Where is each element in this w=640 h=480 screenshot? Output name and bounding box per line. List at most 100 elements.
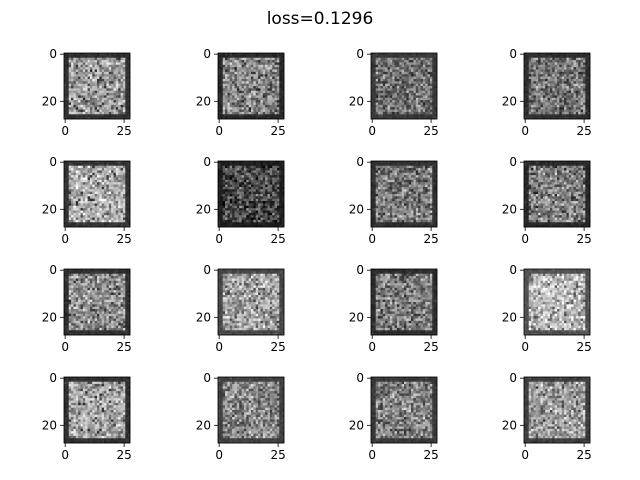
axes-frame <box>523 160 591 228</box>
y-tick-label: 0 <box>509 371 517 385</box>
generated-sample-image <box>371 269 438 336</box>
axes-frame <box>63 376 131 444</box>
generated-sample-image <box>524 377 591 444</box>
image-panel: 0 25 0 20 <box>196 155 286 246</box>
y-tick-label: 20 <box>196 202 211 216</box>
x-tick-label: 25 <box>423 340 438 354</box>
x-tick-label: 25 <box>576 124 591 138</box>
generated-sample-image <box>64 53 131 120</box>
axes-frame <box>63 160 131 228</box>
y-tick-label: 20 <box>42 418 57 432</box>
x-tick-label: 25 <box>116 340 131 354</box>
image-panel: 0 25 0 20 <box>349 371 439 462</box>
axes-frame <box>370 160 438 228</box>
y-tick-label: 20 <box>196 310 211 324</box>
x-tick-label: 25 <box>270 124 285 138</box>
y-tick-label: 0 <box>356 47 364 61</box>
x-tick-label: 25 <box>423 448 438 462</box>
y-tick-label: 20 <box>502 310 517 324</box>
y-tick-label: 20 <box>42 310 57 324</box>
image-panel: 0 25 0 20 <box>349 263 439 354</box>
axes-frame <box>523 52 591 120</box>
image-panel: 0 25 0 20 <box>502 263 592 354</box>
x-tick-label: 0 <box>215 448 223 462</box>
x-tick-label: 0 <box>368 124 376 138</box>
y-tick-label: 20 <box>502 202 517 216</box>
x-tick-label: 25 <box>576 340 591 354</box>
axes-frame <box>370 52 438 120</box>
x-tick-label: 0 <box>521 124 529 138</box>
x-tick-label: 0 <box>61 340 69 354</box>
y-tick-label: 0 <box>203 47 211 61</box>
generated-sample-image <box>524 269 591 336</box>
y-tick-label: 0 <box>203 371 211 385</box>
x-tick-label: 25 <box>270 340 285 354</box>
y-tick-label: 0 <box>203 155 211 169</box>
y-tick-label: 20 <box>349 418 364 432</box>
image-panel: 0 25 0 20 <box>196 47 286 138</box>
x-tick-label: 25 <box>116 448 131 462</box>
y-tick-label: 0 <box>49 263 57 277</box>
image-panel: 0 25 0 20 <box>42 47 132 138</box>
x-tick-label: 0 <box>61 448 69 462</box>
y-tick-label: 20 <box>349 94 364 108</box>
y-tick-label: 0 <box>356 371 364 385</box>
x-tick-label: 0 <box>215 232 223 246</box>
y-tick-label: 20 <box>42 202 57 216</box>
y-tick-label: 0 <box>49 47 57 61</box>
axes-frame <box>217 160 285 228</box>
y-tick-label: 0 <box>356 263 364 277</box>
axes-frame <box>63 268 131 336</box>
generated-sample-image <box>218 377 285 444</box>
generated-sample-image <box>218 269 285 336</box>
axes-frame <box>523 268 591 336</box>
y-tick-label: 20 <box>196 94 211 108</box>
y-tick-label: 0 <box>203 263 211 277</box>
y-tick-label: 20 <box>42 94 57 108</box>
axes-frame <box>217 376 285 444</box>
generated-sample-image <box>218 53 285 120</box>
axes-frame <box>370 376 438 444</box>
y-tick-label: 20 <box>349 310 364 324</box>
figure-title: loss=0.1296 <box>267 9 374 29</box>
x-tick-label: 0 <box>215 340 223 354</box>
x-tick-label: 25 <box>270 232 285 246</box>
generated-sample-image <box>64 161 131 228</box>
y-tick-label: 0 <box>49 155 57 169</box>
x-tick-label: 0 <box>368 340 376 354</box>
y-tick-label: 20 <box>502 418 517 432</box>
axes-frame <box>217 52 285 120</box>
y-tick-label: 0 <box>49 371 57 385</box>
x-tick-label: 0 <box>521 448 529 462</box>
y-tick-label: 0 <box>509 155 517 169</box>
y-tick-label: 20 <box>196 418 211 432</box>
axes-frame <box>217 268 285 336</box>
x-tick-label: 0 <box>521 340 529 354</box>
image-panel: 0 25 0 20 <box>42 371 132 462</box>
image-panel: 0 25 0 20 <box>502 371 592 462</box>
image-panel: 0 25 0 20 <box>502 155 592 246</box>
image-panel: 0 25 0 20 <box>42 263 132 354</box>
x-tick-label: 25 <box>116 124 131 138</box>
image-panel: 0 25 0 20 <box>502 47 592 138</box>
image-panel: 0 25 0 20 <box>349 155 439 246</box>
x-tick-label: 25 <box>270 448 285 462</box>
image-panel: 0 25 0 20 <box>196 263 286 354</box>
axes-frame <box>63 52 131 120</box>
generated-sample-image <box>218 161 285 228</box>
x-tick-label: 25 <box>116 232 131 246</box>
y-tick-label: 0 <box>509 47 517 61</box>
generated-sample-image <box>371 377 438 444</box>
generated-sample-image <box>371 161 438 228</box>
image-panel: 0 25 0 20 <box>349 47 439 138</box>
axes-frame <box>523 376 591 444</box>
x-tick-label: 25 <box>576 232 591 246</box>
x-tick-label: 0 <box>61 232 69 246</box>
generated-sample-image <box>524 53 591 120</box>
y-tick-label: 0 <box>356 155 364 169</box>
x-tick-label: 0 <box>368 232 376 246</box>
x-tick-label: 25 <box>423 232 438 246</box>
generated-sample-image <box>64 269 131 336</box>
